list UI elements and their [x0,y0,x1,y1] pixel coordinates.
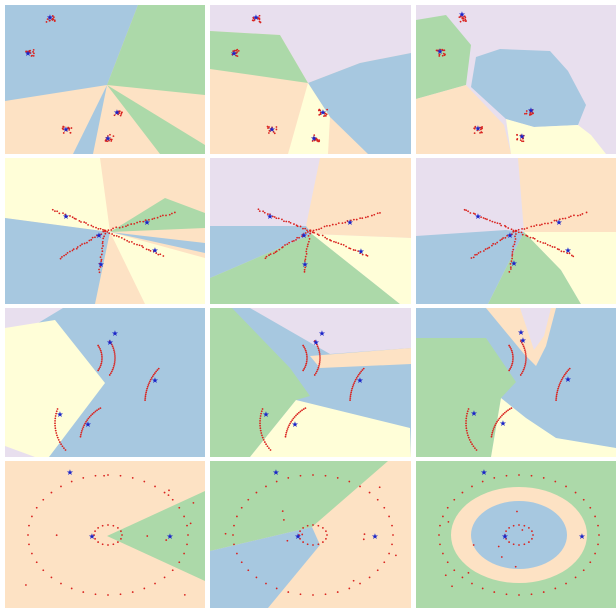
decision-regions [5,158,205,304]
panel-r4c2 [210,461,411,608]
decision-regions [210,158,411,304]
panel-r1c3 [416,5,616,154]
panel-r4c3 [416,461,616,608]
decision-regions [210,5,411,154]
panel-r2c2 [210,158,411,304]
decision-regions [416,461,616,608]
panel-r3c3 [416,308,616,457]
panel-r3c1 [5,308,205,457]
panel-r2c1 [5,158,205,304]
decision-regions [210,461,411,608]
decision-regions [416,158,616,304]
decision-regions [5,308,205,457]
panel-r4c1 [5,461,205,608]
decision-regions [5,5,205,154]
decision-regions [416,5,616,154]
panel-r3c2 [210,308,411,457]
decision-regions [416,308,616,457]
decision-regions [5,461,205,608]
panel-r2c3 [416,158,616,304]
decision-regions [210,308,411,457]
panel-r1c2 [210,5,411,154]
panel-r1c1 [5,5,205,154]
